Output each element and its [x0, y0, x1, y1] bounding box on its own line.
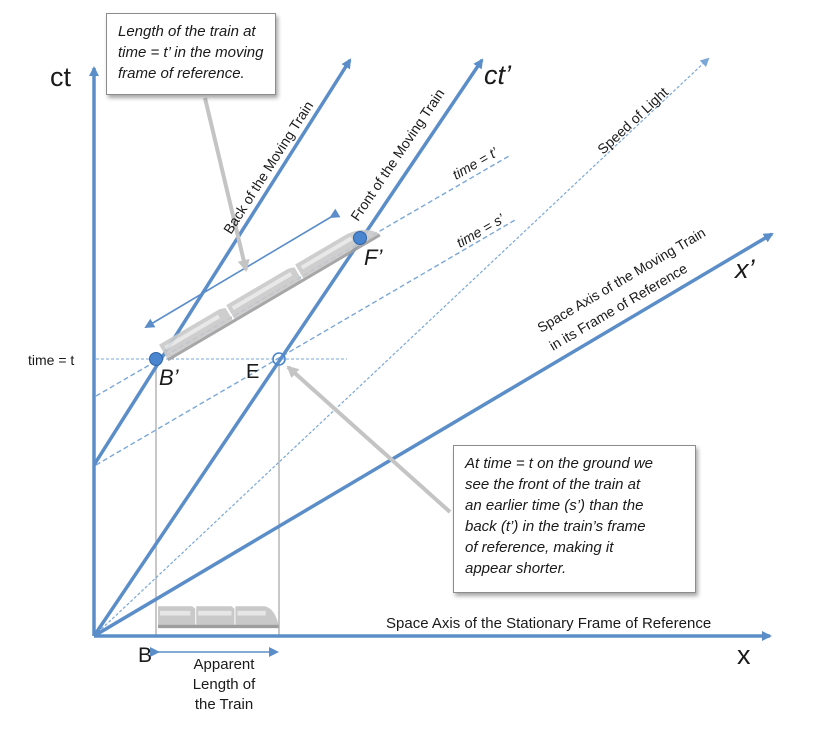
- top-callout: Length of the train at time = t’ in the …: [106, 13, 276, 95]
- speed-of-light-label: Speed of Light: [594, 84, 671, 157]
- point-f-prime: [353, 231, 367, 245]
- space-axis-stationary-label: Space Axis of the Stationary Frame of Re…: [386, 615, 711, 632]
- point-e: [272, 352, 286, 366]
- top-callout-arrow: [203, 97, 250, 272]
- back-of-train-label: Back of the Moving Train: [220, 98, 316, 237]
- top-callout-line: frame of reference.: [118, 65, 245, 82]
- bottom-callout-arrow: [286, 365, 452, 514]
- bottom-callout-line: back (t’) in the train’s frame: [465, 518, 646, 535]
- x-prime-axis-label: x’: [733, 254, 756, 284]
- space-axis-moving-label-1: Space Axis of the Moving Train: [534, 224, 708, 335]
- point-b-prime: [149, 352, 163, 366]
- front-of-train-label: Front of the Moving Train: [347, 86, 447, 224]
- apparent-length-line: Length of: [192, 676, 256, 693]
- ct-axis-label: ct: [50, 62, 72, 92]
- time-s-prime-label: time = s’: [454, 210, 508, 251]
- x-axis-label: x: [737, 640, 751, 670]
- apparent-length-line: Apparent: [193, 656, 255, 673]
- moving-train-icon: [159, 219, 381, 362]
- stationary-train-icon: [158, 606, 279, 629]
- bottom-callout-line: see the front of the train at: [465, 476, 641, 493]
- top-callout-line: Length of the train at: [118, 23, 256, 40]
- ct-prime-axis-label: ct’: [484, 60, 512, 90]
- b-prime-label: B’: [159, 365, 180, 390]
- b-label: B: [138, 644, 152, 667]
- bottom-callout-line: an earlier time (s’) than the: [465, 497, 644, 514]
- apparent-length-line: the Train: [194, 696, 254, 713]
- x-prime-axis: [93, 232, 774, 638]
- bottom-callout: At time = t on the ground we see the fro…: [453, 445, 696, 593]
- time-t-label: time = t: [28, 352, 74, 368]
- bottom-callout-line: At time = t on the ground we: [465, 455, 654, 472]
- apparent-length-label: Apparent Length of the Train: [172, 655, 276, 715]
- e-label: E: [246, 361, 259, 383]
- f-prime-label: F’: [364, 245, 383, 270]
- ct-prime-axis: [92, 58, 484, 637]
- projection-lines: [155, 359, 280, 636]
- bottom-callout-line: appear shorter.: [465, 560, 567, 577]
- time-t-prime-label: time = t’: [450, 144, 502, 183]
- bottom-callout-line: of reference, making it: [465, 539, 614, 556]
- time-s-prime-line: [95, 219, 516, 466]
- top-callout-line: time = t’ in the moving: [118, 44, 264, 61]
- axes: [89, 58, 774, 641]
- speed-of-light-line: [93, 57, 710, 637]
- train-length-arrow: [144, 208, 341, 329]
